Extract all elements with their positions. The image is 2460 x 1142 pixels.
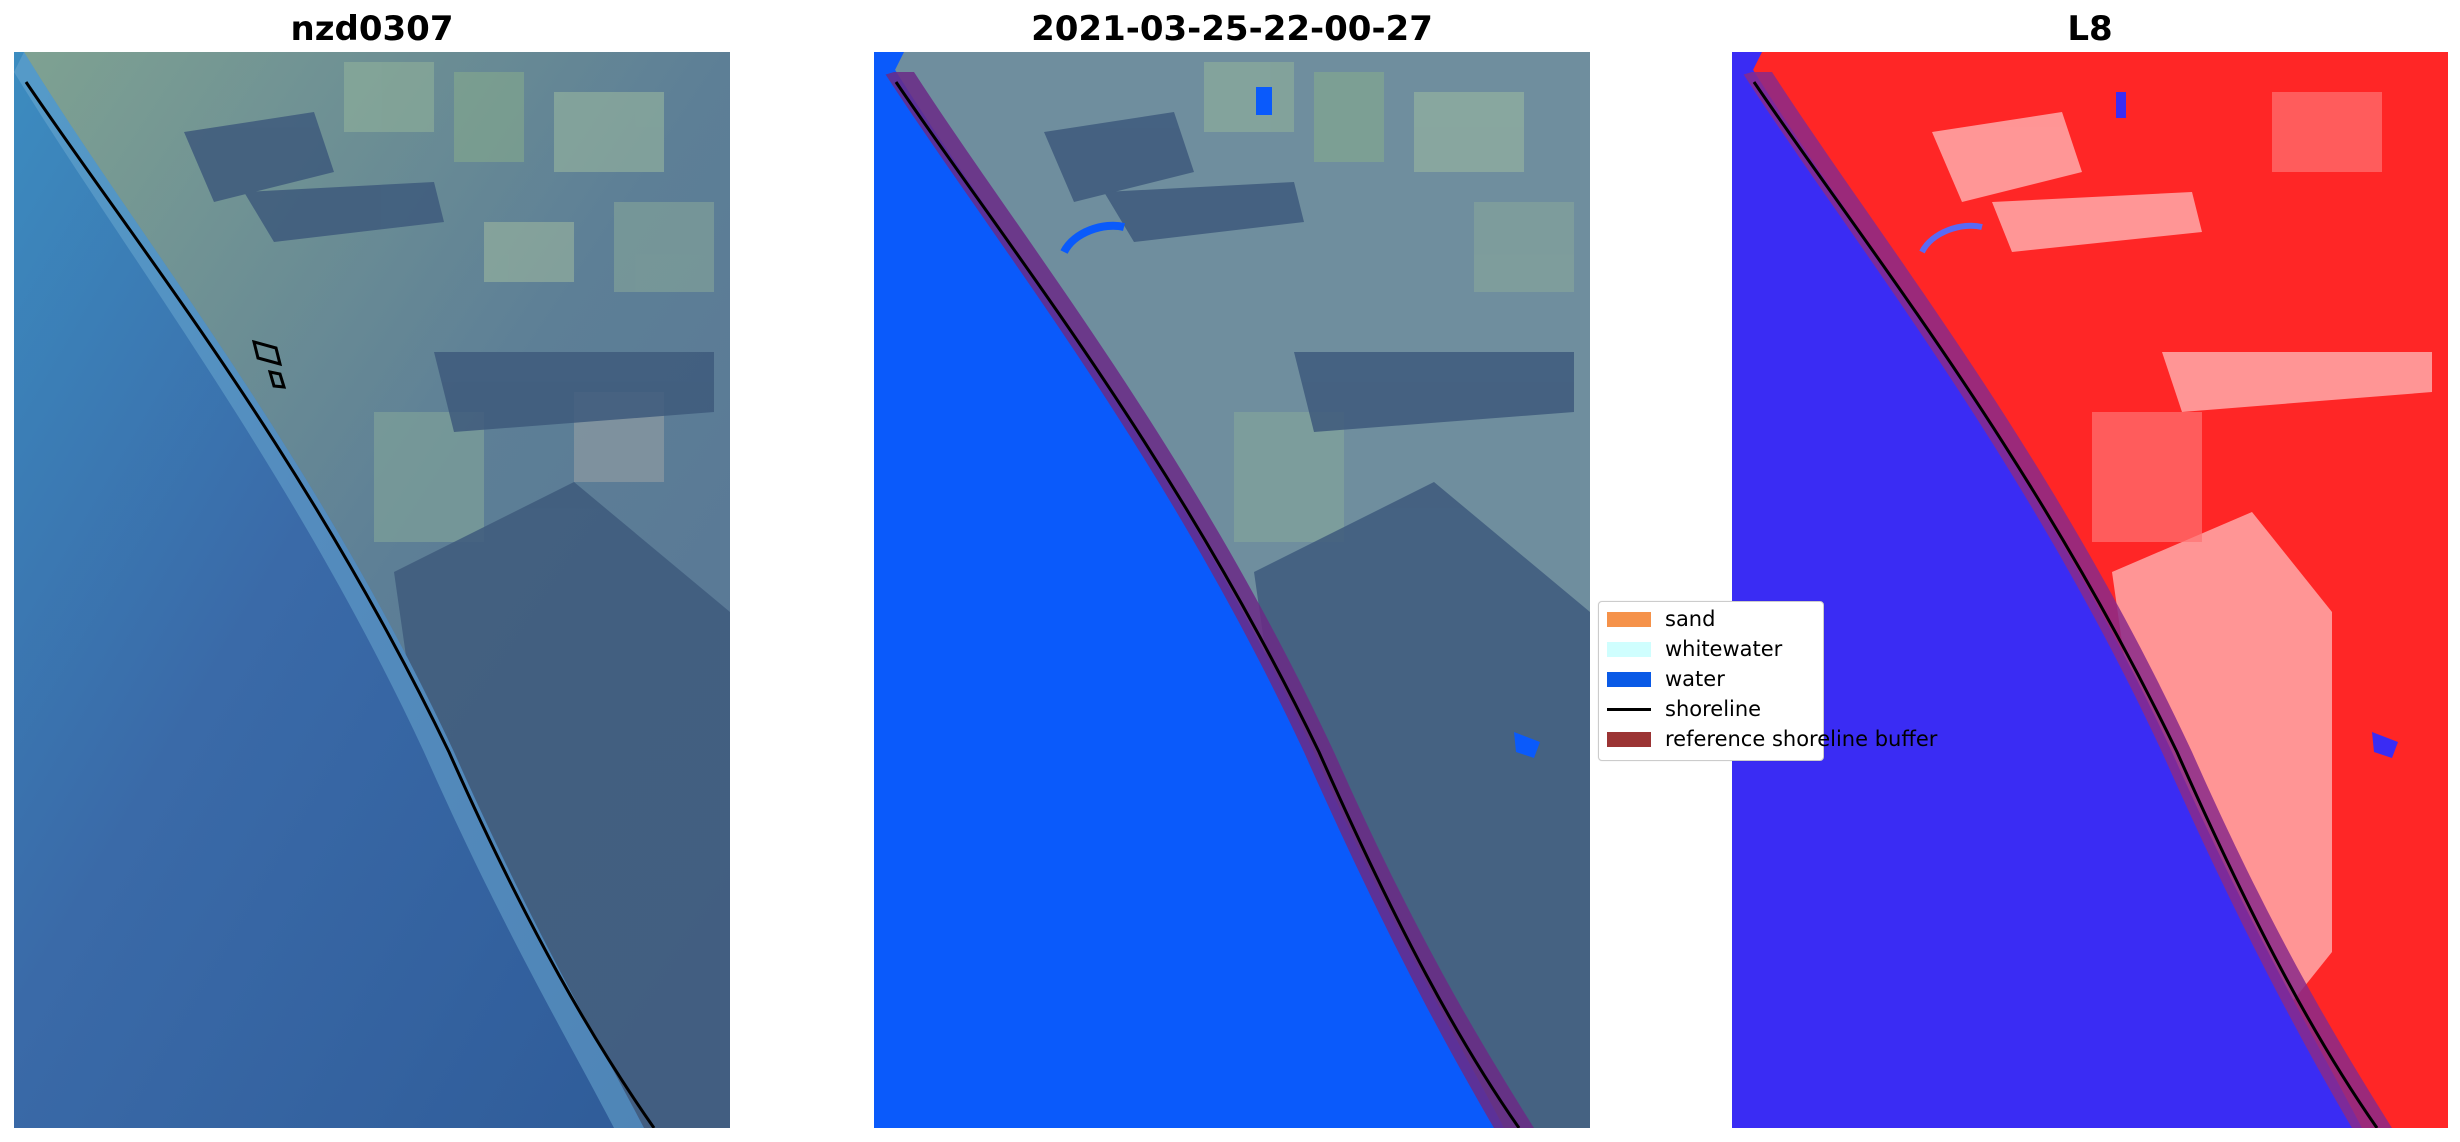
water-class-area (874, 52, 1504, 1128)
legend-item-sand: sand (1599, 606, 1823, 632)
legend-line-shoreline (1607, 708, 1651, 711)
legend-swatch-reference-buffer (1607, 732, 1651, 747)
panel-title-classified: 2021-03-25-22-00-27 (1031, 9, 1433, 49)
legend-item-reference-buffer: reference shoreline buffer (1599, 726, 1937, 752)
rgb-image-panel (14, 52, 730, 1128)
legend-label-reference-buffer: reference shoreline buffer (1665, 727, 1938, 751)
index-image-panel (1732, 52, 2448, 1128)
legend-item-whitewater: whitewater (1599, 636, 1823, 662)
legend-label-water: water (1665, 667, 1725, 691)
legend-label-shoreline: shoreline (1665, 697, 1762, 721)
classification-image (874, 52, 1590, 1128)
shoreline-line (894, 81, 1521, 1128)
legend-label-sand: sand (1665, 607, 1716, 631)
classified-image-panel (874, 52, 1590, 1128)
legend-swatch-sand (1607, 612, 1651, 627)
panel-title-rgb: nzd0307 (290, 9, 454, 49)
rgb-satellite-image (14, 52, 730, 1128)
shoreline-line (1752, 81, 2379, 1128)
legend-item-water: water (1599, 666, 1823, 692)
legend-swatch-water (1607, 672, 1651, 687)
shoreline-line (24, 81, 656, 1128)
panel-title-index: L8 (2067, 9, 2113, 49)
index-water-area (1732, 52, 2362, 1128)
legend: sand whitewater water shoreline referenc… (1598, 601, 1937, 761)
index-image (1732, 52, 2448, 1128)
legend-label-whitewater: whitewater (1665, 637, 1783, 661)
legend-swatch-whitewater (1607, 642, 1651, 657)
legend-item-shoreline: shoreline (1599, 696, 1823, 722)
